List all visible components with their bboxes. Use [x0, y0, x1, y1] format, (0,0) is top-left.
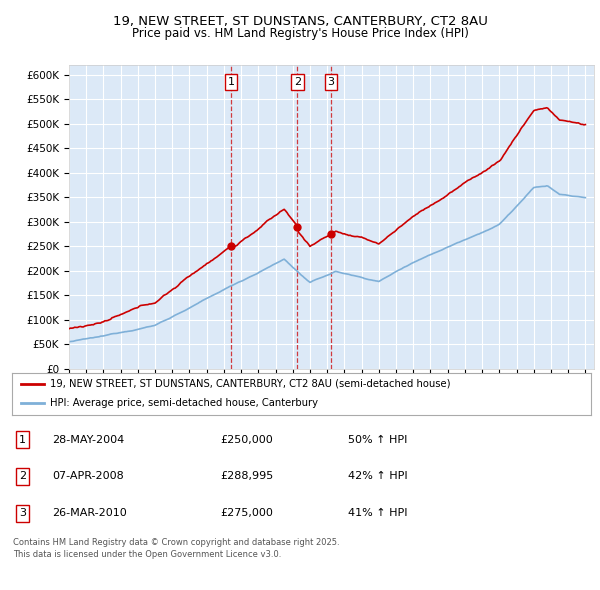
Text: Price paid vs. HM Land Registry's House Price Index (HPI): Price paid vs. HM Land Registry's House … — [131, 27, 469, 40]
Text: 2: 2 — [294, 77, 301, 87]
Text: 28-MAY-2004: 28-MAY-2004 — [53, 435, 125, 445]
Text: 19, NEW STREET, ST DUNSTANS, CANTERBURY, CT2 8AU: 19, NEW STREET, ST DUNSTANS, CANTERBURY,… — [113, 15, 487, 28]
Text: 50% ↑ HPI: 50% ↑ HPI — [348, 435, 407, 445]
Text: 19, NEW STREET, ST DUNSTANS, CANTERBURY, CT2 8AU (semi-detached house): 19, NEW STREET, ST DUNSTANS, CANTERBURY,… — [50, 379, 450, 388]
Text: 41% ↑ HPI: 41% ↑ HPI — [348, 508, 407, 518]
Text: £275,000: £275,000 — [220, 508, 274, 518]
Text: 3: 3 — [328, 77, 335, 87]
Text: 2: 2 — [19, 471, 26, 481]
Text: 1: 1 — [227, 77, 235, 87]
Text: HPI: Average price, semi-detached house, Canterbury: HPI: Average price, semi-detached house,… — [50, 398, 317, 408]
Text: £288,995: £288,995 — [220, 471, 274, 481]
Text: 26-MAR-2010: 26-MAR-2010 — [53, 508, 127, 518]
Text: 3: 3 — [19, 508, 26, 518]
Text: 42% ↑ HPI: 42% ↑ HPI — [348, 471, 407, 481]
Text: 1: 1 — [19, 435, 26, 445]
Text: Contains HM Land Registry data © Crown copyright and database right 2025.
This d: Contains HM Land Registry data © Crown c… — [13, 538, 340, 559]
Text: £250,000: £250,000 — [220, 435, 273, 445]
Text: 07-APR-2008: 07-APR-2008 — [53, 471, 124, 481]
